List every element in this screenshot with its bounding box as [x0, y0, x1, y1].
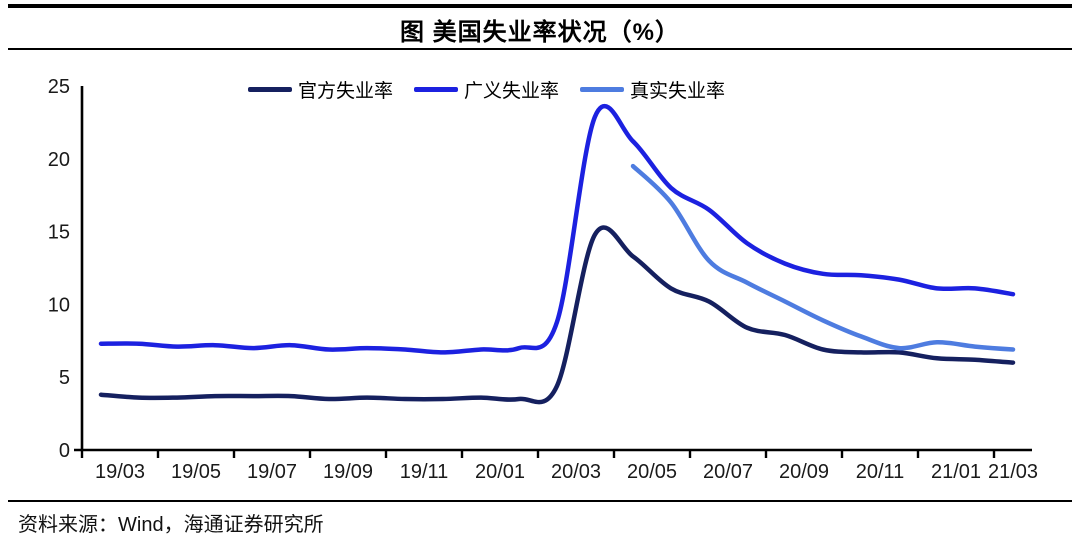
x-tick-label: 20/01: [475, 461, 525, 483]
title-divider: [8, 48, 1072, 50]
chart-legend: 官方失业率 广义失业率 真实失业率: [248, 76, 725, 102]
y-tick-label: 20: [48, 149, 70, 171]
y-tick-label: 0: [59, 440, 70, 462]
y-tick-label: 25: [48, 76, 70, 98]
x-tick-label: 21/03: [988, 461, 1038, 483]
top-rule: [8, 4, 1072, 8]
legend-item-broad: 广义失业率: [414, 76, 559, 103]
source-note: 资料来源：Wind，海通证券研究所: [18, 514, 324, 536]
chart-title: 图 美国失业率状况（%）: [399, 19, 680, 46]
y-tick-label: 10: [48, 294, 70, 316]
real-line-swatch: [580, 86, 625, 92]
broad-line-swatch: [414, 86, 459, 92]
x-tick-label: 19/05: [171, 461, 221, 483]
legend-label-real: 真实失业率: [630, 80, 726, 102]
legend-item-official: 官方失业率: [248, 76, 393, 103]
series-line-real: [630, 163, 1016, 352]
series-line-official: [98, 225, 1016, 405]
legend-label-broad: 广义失业率: [464, 80, 560, 102]
official-line-swatch: [248, 86, 292, 92]
x-tick-label: 20/05: [627, 461, 677, 483]
x-tick-label: 19/11: [400, 461, 449, 483]
footer-divider: [8, 500, 1072, 502]
x-tick-label: 19/03: [95, 461, 145, 483]
y-tick-label: 5: [59, 367, 70, 389]
axis-ticks: [74, 448, 996, 458]
x-tick-label: 20/03: [551, 461, 601, 483]
legend-label-official: 官方失业率: [298, 80, 394, 102]
x-tick-label: 20/11: [856, 461, 905, 483]
y-tick-label: 15: [48, 222, 70, 244]
x-tick-label: 20/07: [703, 461, 753, 483]
x-tick-label: 19/09: [323, 461, 373, 483]
x-tick-label: 20/09: [779, 461, 829, 483]
x-tick-label: 19/07: [247, 461, 297, 483]
x-tick-label: 21/01: [931, 461, 981, 483]
legend-item-real: 真实失业率: [580, 76, 725, 103]
series-line-broad: [98, 104, 1016, 355]
